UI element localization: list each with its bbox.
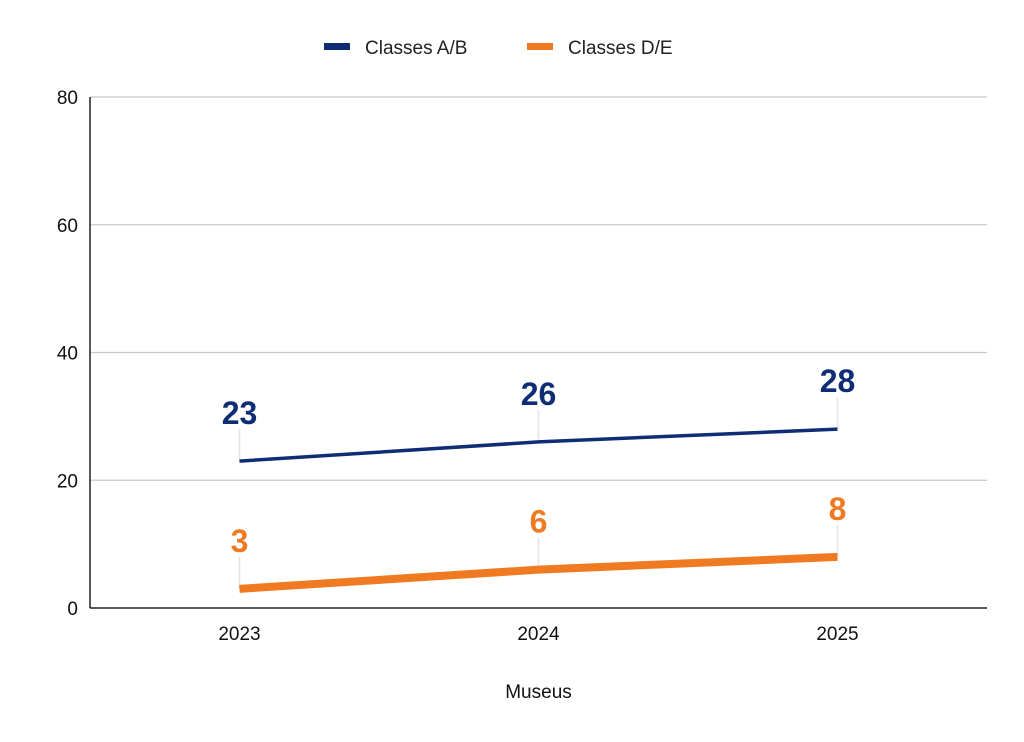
- y-tick-label: 60: [57, 216, 78, 237]
- data-label: 3: [231, 523, 249, 559]
- y-tick-label: 20: [57, 471, 78, 492]
- series-line-1: [239, 552, 838, 593]
- data-label: 23: [222, 395, 258, 431]
- legend-label: Classes D/E: [568, 38, 673, 59]
- legend-swatch: [324, 43, 350, 50]
- x-axis-title: Museus: [505, 682, 572, 703]
- y-tick-label: 40: [57, 344, 78, 365]
- y-tick-label: 80: [57, 88, 78, 109]
- legend-swatch: [527, 43, 553, 50]
- data-label: 8: [829, 491, 847, 527]
- y-tick-label: 0: [67, 599, 78, 620]
- series-line-0: [239, 427, 838, 463]
- x-tick-label: 2025: [816, 624, 858, 645]
- legend-label: Classes A/B: [365, 38, 467, 59]
- data-label: 6: [530, 504, 548, 540]
- x-tick-label: 2024: [517, 624, 560, 645]
- data-label: 26: [521, 376, 557, 412]
- x-tick-label: 2023: [218, 624, 260, 645]
- data-label: 28: [820, 363, 856, 399]
